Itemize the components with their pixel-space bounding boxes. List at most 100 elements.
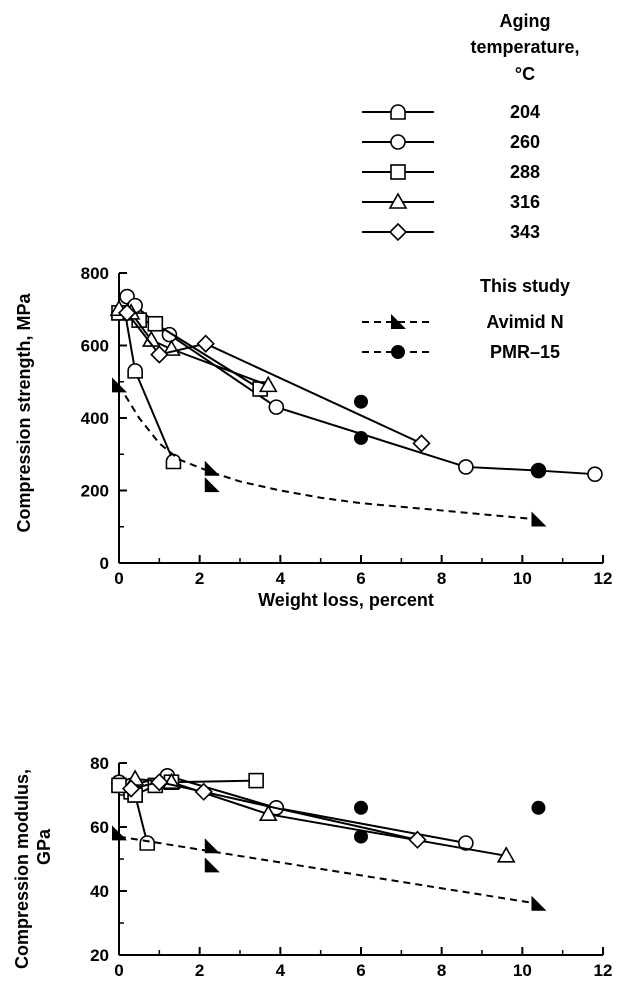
legend-marker-square [390,164,406,180]
data-point [458,835,474,851]
legend: Aging temperature, °C 204 260 288 316 343 This s… [362,11,580,362]
data-point [354,430,368,445]
x-tick-label-6: 6 [356,569,365,588]
legend-marker-half-circle [390,104,406,120]
series-line-dashed [118,835,539,905]
data-point [412,434,431,453]
y-tick-label-0: 0 [100,554,109,573]
legend-entry-Avimid N: Avimid N [362,312,564,332]
legend-marker-triangle [388,192,408,209]
legend-title-line-0: Aging [500,11,551,31]
series-Avimid N [112,377,547,527]
legend-label: 260 [510,132,540,152]
x-tick-label-2: 2 [195,961,204,980]
data-point [258,804,278,822]
compression-strength-chart: 0 2 4 6 8 10 12 0 200 400 600 800 Weight loss, perce… [14,264,612,610]
data-point [354,800,368,815]
legend-title-line-2: °C [515,64,535,84]
data-point [204,460,220,476]
y-tick-label-40: 40 [90,882,109,901]
legend-marker-flag-triangle [391,314,406,329]
legend-entry-316: 316 [362,192,540,212]
data-point [531,463,546,478]
data-point [531,511,547,527]
legend-entry-288: 288 [362,162,540,182]
data-point [147,315,164,332]
data-point [204,477,220,493]
legend-label: 288 [510,162,540,182]
data-point [150,773,169,792]
series-343 [117,303,431,453]
data-point [165,453,182,470]
data-point [258,375,278,393]
y-axis-title-line-2: GPa [34,828,54,865]
y-tick-label-400: 400 [81,409,109,428]
x-axis-title: Weight loss, percent [258,590,434,610]
legend-entry-260: 260 [362,132,540,152]
data-point [496,846,516,863]
legend-label: 316 [510,192,540,212]
series-PMR–15 [354,394,546,478]
x-tick-label-0: 0 [114,569,123,588]
legend-this-study-title: This study [480,276,570,296]
data-point [531,800,546,815]
x-tick-label-10: 10 [513,569,532,588]
data-point [194,782,213,801]
y-axis-title-line-1: Compression modulus, [12,769,32,969]
x-tick-label-6: 6 [356,961,365,980]
data-point [117,303,137,323]
data-point [248,772,264,789]
series-343 [121,773,427,849]
series-line-dashed [118,384,539,521]
series-line [130,781,418,841]
x-tick-label-0: 0 [114,961,123,980]
compression-modulus-chart: 02468101220406080Weight loss, percentCom… [12,754,613,980]
legend-title-line-1: temperature, [470,37,579,57]
y-axis-title: Compression strength, MPa [14,292,34,532]
x-tick-label-8: 8 [437,961,446,980]
data-point [112,825,127,841]
y-tick-label-800: 800 [81,264,109,283]
data-point [354,394,368,409]
y-tick-label-600: 600 [81,337,109,356]
data-point [587,466,603,482]
series-line [126,312,422,445]
legend-label: PMR–15 [490,342,560,362]
legend-label: 204 [510,102,540,122]
y-tick-label-80: 80 [90,754,109,773]
x-tick-label-10: 10 [513,961,532,980]
data-point [204,838,220,854]
legend-marker-circle [390,134,406,150]
data-point [354,829,368,844]
data-point [458,459,474,475]
data-point [204,857,220,873]
x-tick-label-2: 2 [195,569,204,588]
x-tick-label-12: 12 [594,961,613,980]
x-tick-label-12: 12 [594,569,613,588]
series-PMR–15 [354,800,546,844]
data-point [139,835,156,851]
data-point [150,345,169,364]
data-point [112,377,127,393]
data-point [127,363,143,379]
y-tick-label-60: 60 [90,818,109,837]
data-point [531,895,547,911]
data-point [121,779,141,798]
legend-entry-PMR–15: PMR–15 [362,342,560,362]
y-tick-label-200: 200 [81,482,109,501]
data-point [408,830,427,849]
legend-entry-204: 204 [362,102,540,122]
data-point [268,399,285,415]
legend-label: 343 [510,222,540,242]
x-tick-label-8: 8 [437,569,446,588]
data-point [196,334,215,353]
y-tick-label-20: 20 [90,946,109,965]
series-Avimid N [112,825,547,911]
legend-label: Avimid N [486,312,563,332]
legend-marker-diamond [388,222,408,242]
legend-entry-343: 343 [362,222,540,242]
x-tick-label-4: 4 [276,961,286,980]
legend-marker-filled-circle [391,345,405,359]
x-tick-label-4: 4 [276,569,286,588]
